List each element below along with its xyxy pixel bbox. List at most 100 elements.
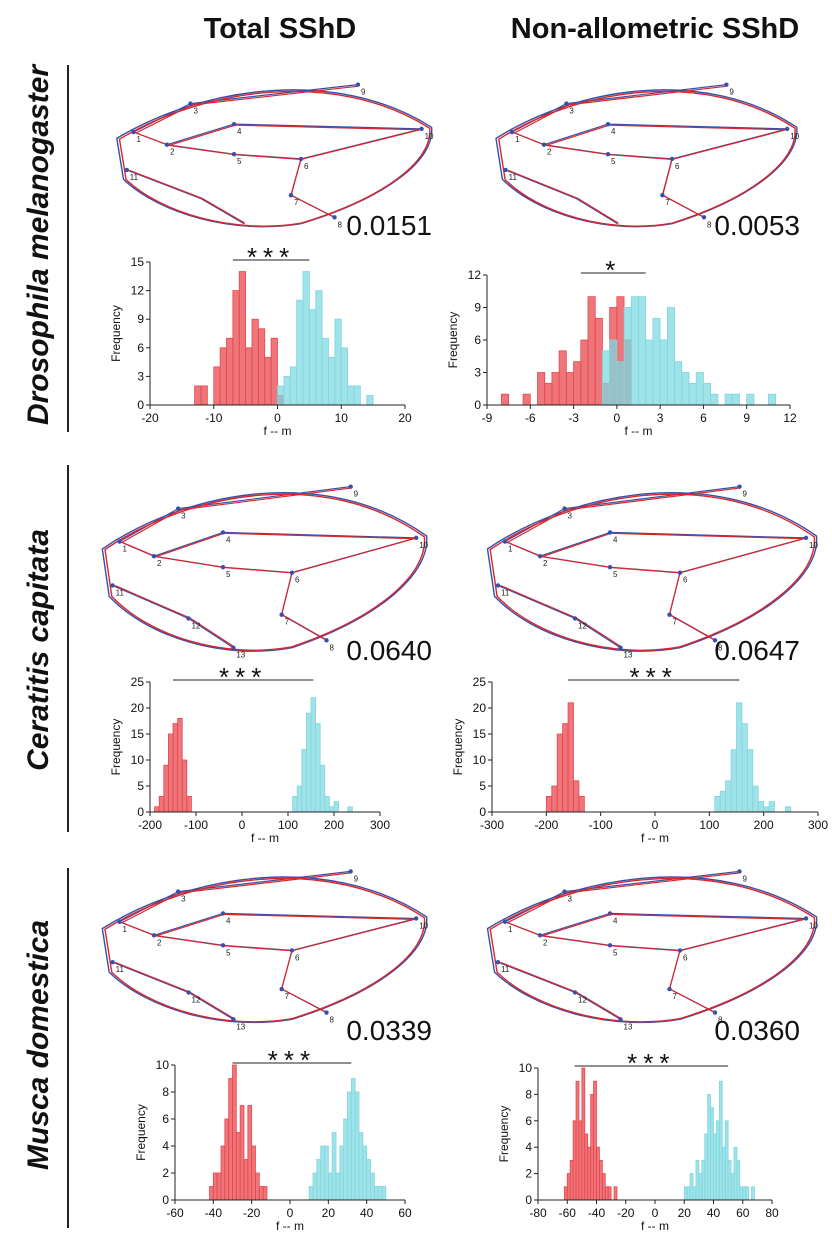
histogram-bar	[551, 785, 558, 813]
wing-vein	[121, 509, 181, 543]
histogram-bar	[746, 749, 754, 813]
landmark-label: 4	[226, 916, 231, 925]
landmark-label: 12	[192, 995, 201, 1004]
landmark-point	[737, 869, 742, 874]
wing-vein	[543, 123, 609, 146]
histogram-bar	[362, 1145, 368, 1201]
y-tick-label: 0	[525, 1193, 532, 1207]
distance-value: 0.0647	[714, 635, 800, 666]
landmark-point	[712, 1010, 718, 1015]
landmark-label: 4	[226, 535, 231, 544]
landmark-point	[289, 948, 295, 953]
histogram-bar	[698, 1173, 703, 1201]
x-tick-label: 100	[699, 818, 719, 832]
histogram-bar	[578, 796, 585, 813]
x-tick-label: 20	[322, 1206, 336, 1220]
y-tick-label: 10	[156, 1058, 170, 1072]
landmark-label: 2	[543, 938, 548, 947]
significance-label: ***	[629, 662, 677, 692]
landmark-label: 2	[543, 559, 548, 568]
landmark-label: 3	[569, 107, 574, 116]
y-axis-label: Frequency	[109, 719, 123, 776]
wing-vein	[234, 154, 302, 160]
landmark-label: 6	[295, 576, 300, 585]
histogram-bar	[674, 361, 683, 406]
landmark-label: 5	[613, 948, 618, 957]
wing-vein	[126, 169, 201, 199]
histogram-bar	[239, 1105, 245, 1201]
histogram-bar	[200, 385, 208, 406]
wing-vein	[114, 961, 191, 993]
landmark-label: 3	[181, 895, 186, 904]
x-tick-label: 0	[652, 818, 659, 832]
histogram-bar	[719, 790, 727, 813]
wing-vein	[129, 169, 203, 199]
landmark-label: 4	[613, 916, 618, 925]
y-tick-label: 6	[162, 1112, 169, 1126]
histogram-bar	[350, 1078, 356, 1201]
y-axis-label: Frequency	[446, 312, 460, 369]
histogram-bar	[373, 1186, 379, 1201]
wing-vein	[155, 532, 225, 558]
wing-outline	[118, 90, 431, 227]
landmark-label: 13	[236, 651, 245, 660]
y-tick-label: 10	[131, 753, 145, 767]
wing-vein	[507, 541, 543, 558]
wing-outline	[489, 877, 816, 1023]
histogram-bar	[558, 350, 567, 406]
histogram-bar	[567, 702, 574, 813]
histogram-bar	[730, 1173, 735, 1201]
x-tick-label: -80	[529, 1206, 547, 1220]
histogram-bar	[584, 1133, 589, 1201]
landmark-label: 5	[237, 157, 242, 166]
wing-outline	[486, 876, 818, 1024]
histogram-bar	[763, 806, 770, 813]
column-header: Total SShD	[204, 13, 357, 45]
landmark-label: 9	[729, 88, 734, 97]
landmark-point	[348, 869, 353, 874]
wing-vein	[112, 961, 189, 993]
landmark-point	[175, 889, 181, 894]
wing-vein	[168, 124, 236, 146]
histogram-bar	[645, 339, 654, 406]
landmark-label: 11	[509, 173, 518, 182]
wing-vein	[290, 194, 335, 218]
x-tick-label: -100	[589, 818, 613, 832]
wing-vein	[507, 509, 567, 543]
landmark-label: 7	[294, 198, 299, 207]
histogram-bar	[289, 366, 298, 406]
wing-vein	[609, 531, 807, 539]
histogram-bar	[228, 1078, 233, 1201]
landmark-label: 10	[809, 921, 818, 930]
y-tick-label: 12	[131, 284, 145, 298]
histogram-bar	[730, 749, 737, 813]
x-axis-label: f -- m	[264, 424, 292, 438]
wing-vein	[189, 991, 235, 1020]
x-tick-label: 300	[808, 818, 828, 832]
y-tick-label: 25	[131, 675, 145, 689]
wing-vein	[662, 194, 704, 218]
wing-vein	[234, 124, 420, 131]
landmark-label: 7	[285, 618, 290, 627]
y-tick-label: 20	[131, 701, 145, 715]
wing-outline	[498, 90, 796, 227]
landmark-label: 7	[673, 618, 678, 627]
histogram-bar	[739, 1186, 744, 1201]
wing-vein	[281, 988, 327, 1013]
histogram-bar	[713, 1133, 717, 1201]
histogram-bar	[721, 1146, 726, 1201]
x-tick-label: -300	[480, 818, 504, 832]
landmark-point	[607, 943, 613, 948]
landmark-point	[537, 933, 543, 938]
x-tick-label: 60	[736, 1206, 750, 1220]
wing-vein	[576, 617, 622, 648]
histogram-bar	[296, 785, 303, 813]
landmark-point	[355, 82, 361, 87]
landmark-point	[667, 986, 672, 992]
histogram-bar	[590, 1094, 594, 1201]
wing-vein	[610, 532, 805, 540]
wing-vein	[500, 585, 577, 619]
histogram-bar	[537, 372, 546, 406]
y-tick-label: 0	[137, 398, 144, 412]
landmark-label: 1	[123, 545, 128, 554]
